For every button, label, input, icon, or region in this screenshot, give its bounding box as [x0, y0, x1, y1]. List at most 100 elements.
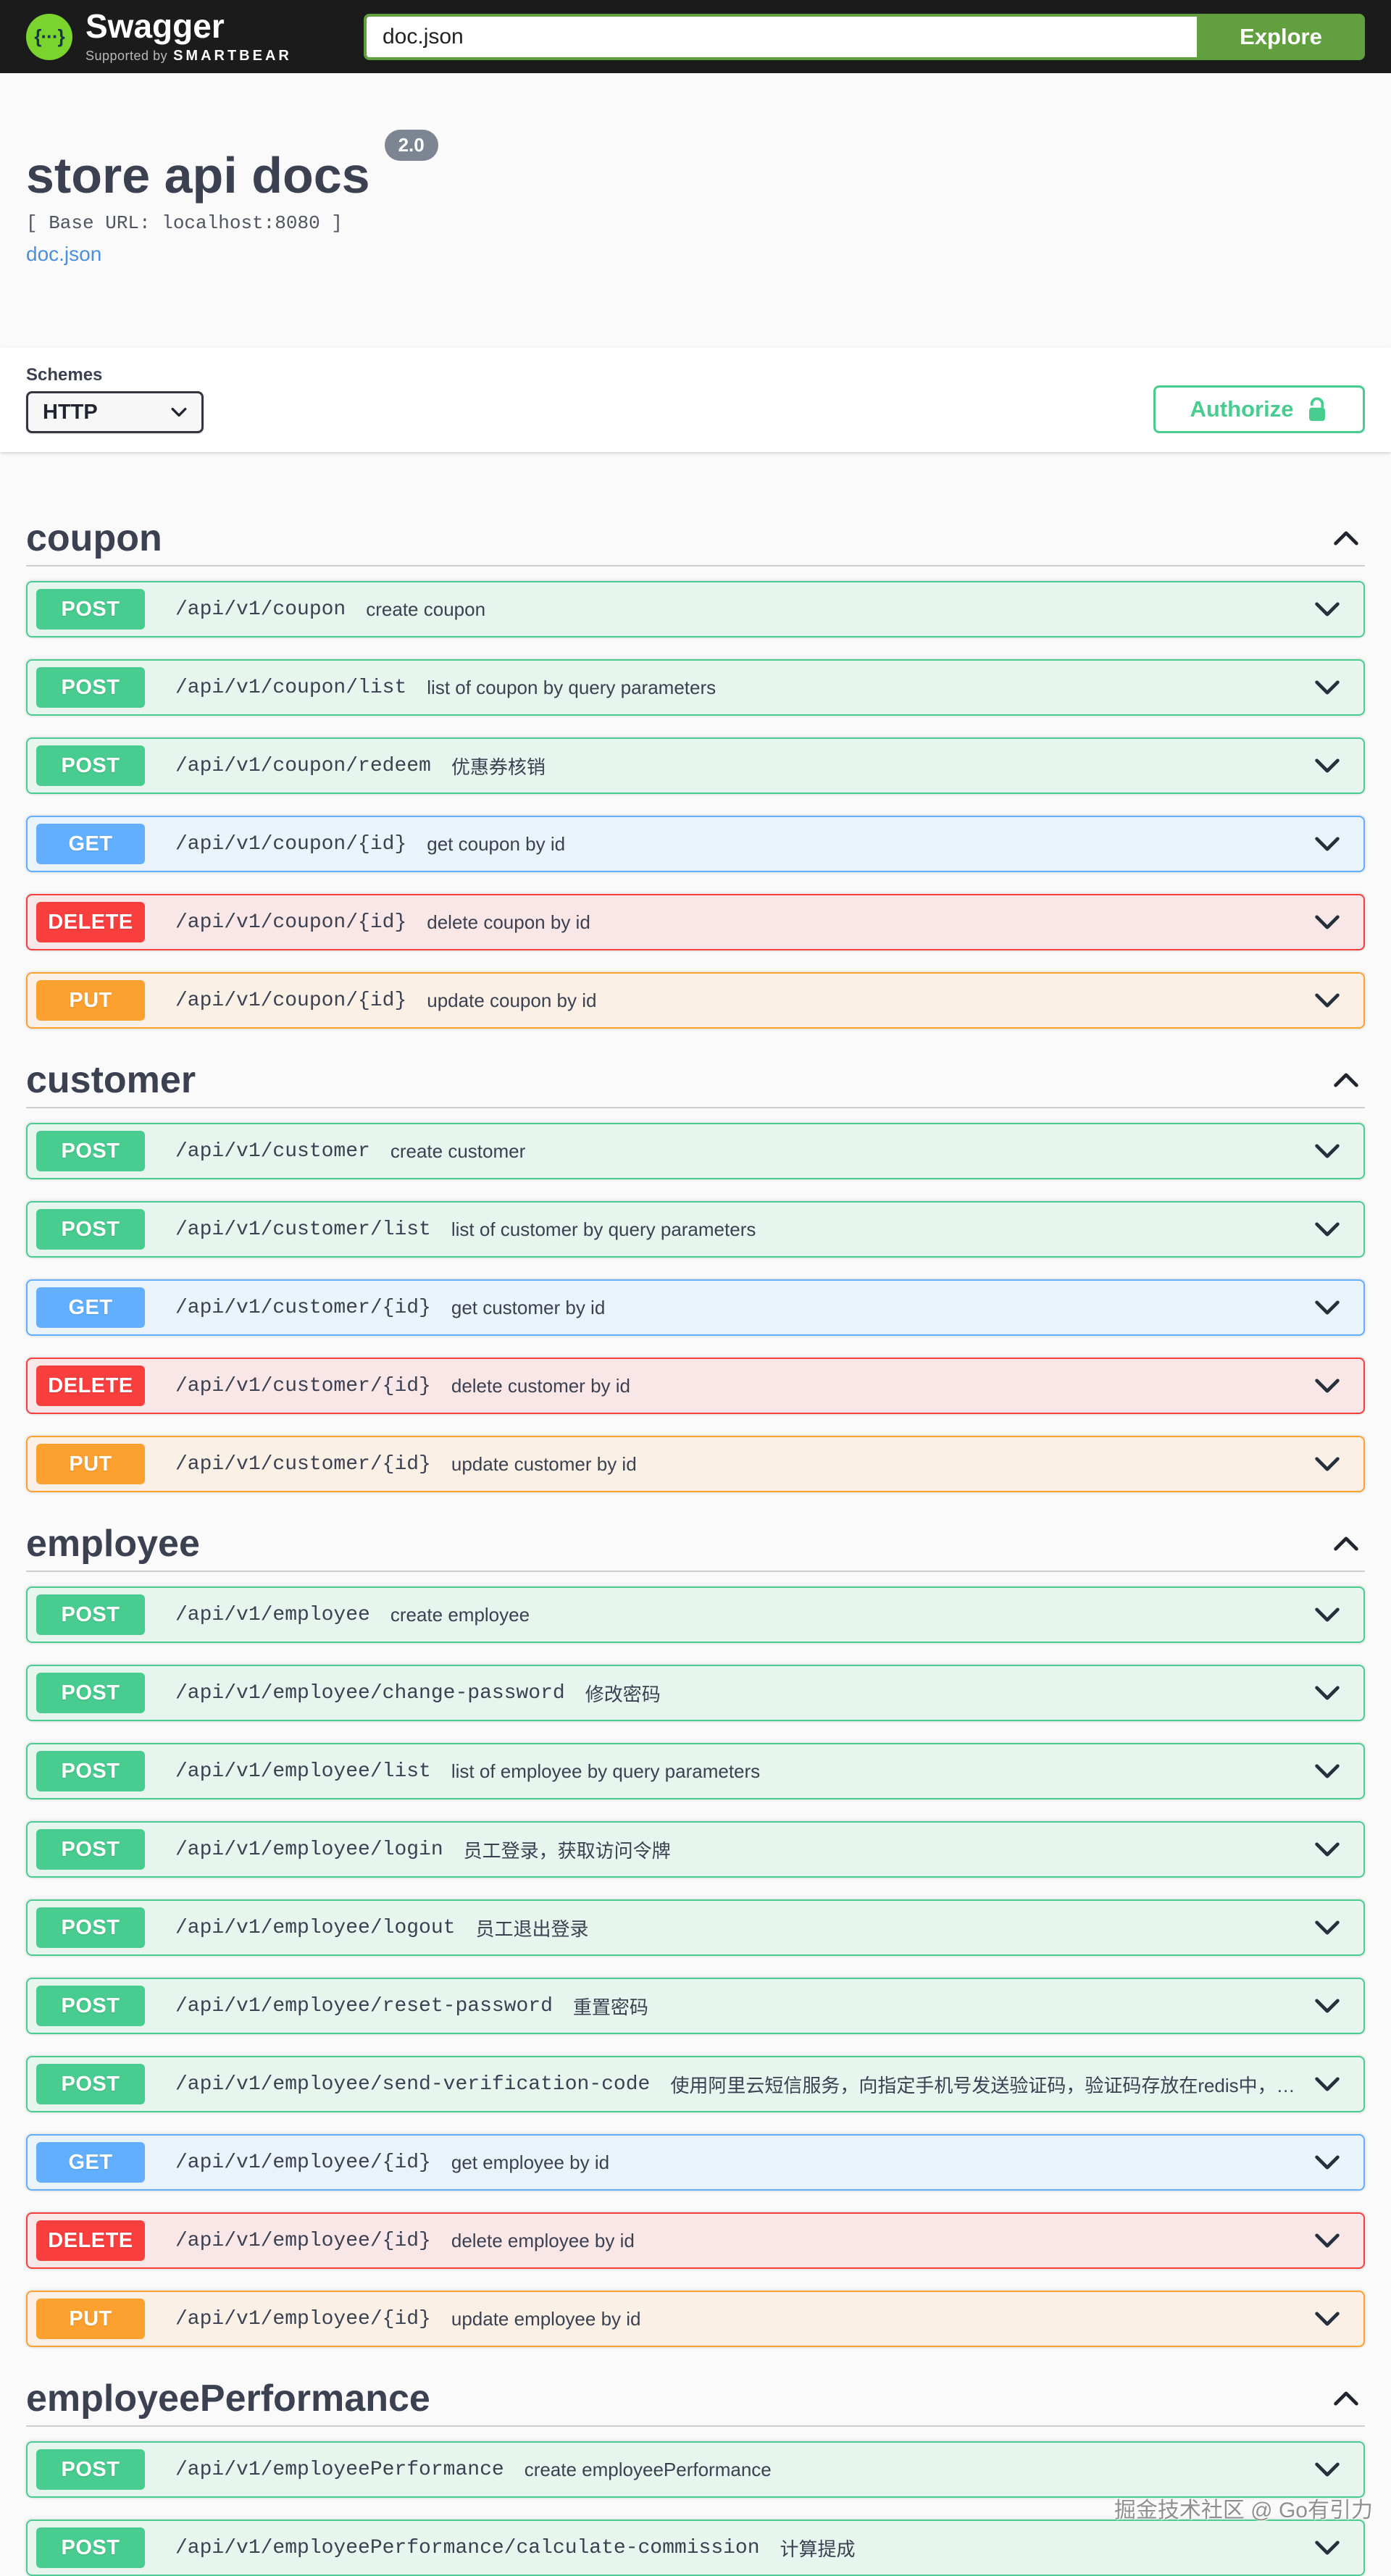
method-badge: GET	[36, 2142, 145, 2183]
method-badge: POST	[36, 2064, 145, 2104]
operation-summary: 修改密码	[585, 1683, 661, 1705]
chevron-down-icon	[1315, 602, 1340, 616]
authorize-label: Authorize	[1190, 396, 1294, 422]
operation-row[interactable]: POST /api/v1/employee/change-password 修改…	[26, 1665, 1365, 1721]
operation-row[interactable]: DELETE /api/v1/customer/{id} delete cust…	[26, 1358, 1365, 1414]
expand-operation-control[interactable]	[1300, 601, 1340, 617]
operation-row[interactable]: POST /api/v1/customer/list list of custo…	[26, 1201, 1365, 1258]
tag-section-header[interactable]: employee	[26, 1514, 1365, 1572]
chevron-down-icon	[1315, 1920, 1340, 1935]
tag-name: coupon	[26, 517, 162, 559]
operation-summary: 员工退出登录	[475, 1918, 589, 1940]
operation-row[interactable]: POST /api/v1/employee/logout 员工退出登录	[26, 1899, 1365, 1956]
schemes-selected-value: HTTP	[43, 400, 98, 424]
operation-summary: create employee	[390, 1603, 530, 1626]
operation-path: /api/v1/customer/{id}	[175, 1296, 431, 1319]
chevron-up-icon[interactable]	[1333, 2391, 1359, 2406]
expand-operation-control[interactable]	[1300, 914, 1340, 930]
operation-summary: list of coupon by query parameters	[427, 676, 717, 698]
info-section: store api docs 2.0 [ Base URL: localhost:…	[0, 73, 1391, 266]
tag-name: employee	[26, 1523, 200, 1565]
spec-url-input[interactable]	[364, 13, 1197, 60]
tag-section-header[interactable]: coupon	[26, 509, 1365, 566]
swagger-logo[interactable]: {···} Swagger Supported by SMARTBEAR	[26, 9, 292, 64]
operation-row[interactable]: POST /api/v1/employee/reset-password 重置密…	[26, 1978, 1365, 2034]
method-badge: DELETE	[36, 902, 145, 942]
expand-operation-control[interactable]	[1300, 1221, 1340, 1237]
schemes-select[interactable]: HTTP	[26, 391, 204, 433]
operation-path: /api/v1/employee/{id}	[175, 2307, 431, 2330]
expand-operation-control[interactable]	[1300, 2462, 1340, 2477]
expand-operation-control[interactable]	[1300, 2540, 1340, 2556]
tag-section: employee POST /api/v1/employee create em…	[26, 1514, 1365, 2347]
expand-operation-control[interactable]	[1300, 1998, 1340, 2014]
expand-operation-control[interactable]	[1300, 1841, 1340, 1857]
operation-row[interactable]: PUT /api/v1/coupon/{id} update coupon by…	[26, 972, 1365, 1029]
operation-row[interactable]: PUT /api/v1/customer/{id} update custome…	[26, 1436, 1365, 1492]
tagline-brand: SMARTBEAR	[173, 47, 292, 64]
operation-row[interactable]: POST /api/v1/employeePerformance create …	[26, 2441, 1365, 2498]
operation-summary: delete coupon by id	[427, 911, 590, 933]
operation-row[interactable]: DELETE /api/v1/coupon/{id} delete coupon…	[26, 894, 1365, 950]
chevron-down-icon	[1315, 1686, 1340, 1700]
chevron-up-icon[interactable]	[1333, 530, 1359, 546]
expand-operation-control[interactable]	[1300, 2154, 1340, 2170]
operation-row[interactable]: POST /api/v1/employee/send-verification-…	[26, 2056, 1365, 2112]
operation-row[interactable]: POST /api/v1/coupon/list list of coupon …	[26, 659, 1365, 716]
expand-operation-control[interactable]	[1300, 679, 1340, 695]
chevron-down-icon	[1315, 1379, 1340, 1393]
expand-operation-control[interactable]	[1300, 1456, 1340, 1472]
operation-row[interactable]: GET /api/v1/coupon/{id} get coupon by id	[26, 816, 1365, 872]
operation-path: /api/v1/employee	[175, 1603, 370, 1626]
operation-path: /api/v1/employee/list	[175, 1760, 431, 1783]
chevron-down-icon	[1315, 1300, 1340, 1315]
operation-row[interactable]: POST /api/v1/employee create employee	[26, 1586, 1365, 1643]
chevron-up-icon[interactable]	[1333, 1536, 1359, 1552]
operation-path: /api/v1/coupon/{id}	[175, 989, 407, 1012]
expand-operation-control[interactable]	[1300, 2076, 1340, 2092]
expand-operation-control[interactable]	[1300, 1685, 1340, 1701]
operation-row[interactable]: POST /api/v1/customer create customer	[26, 1123, 1365, 1179]
method-badge: PUT	[36, 2299, 145, 2339]
method-badge: POST	[36, 2527, 145, 2568]
tag-section: employeePerformance POST /api/v1/employe…	[26, 2369, 1365, 2576]
tag-operations: POST /api/v1/coupon create coupon POST /…	[26, 581, 1365, 1029]
tag-section-header[interactable]: customer	[26, 1050, 1365, 1108]
operation-row[interactable]: POST /api/v1/employee/login 员工登录，获取访问令牌	[26, 1821, 1365, 1878]
operation-summary: 使用阿里云短信服务，向指定手机号发送验证码，验证码存放在redis中，5分钟内有…	[670, 2074, 1300, 2096]
explore-button[interactable]: Explore	[1197, 13, 1365, 60]
operation-row[interactable]: POST /api/v1/coupon create coupon	[26, 581, 1365, 637]
tagline-prefix: Supported by	[85, 48, 168, 63]
authorize-button[interactable]: Authorize	[1153, 385, 1365, 433]
expand-operation-control[interactable]	[1300, 2233, 1340, 2249]
operation-summary: 员工登录，获取访问令牌	[463, 1839, 671, 1862]
operation-row[interactable]: PUT /api/v1/employee/{id} update employe…	[26, 2291, 1365, 2347]
operation-row[interactable]: GET /api/v1/customer/{id} get customer b…	[26, 1279, 1365, 1336]
expand-operation-control[interactable]	[1300, 1763, 1340, 1779]
operation-summary: 优惠券核销	[451, 756, 546, 778]
operation-path: /api/v1/employeePerformance/calculate-co…	[175, 2536, 760, 2559]
spec-link[interactable]: doc.json	[26, 243, 102, 265]
operation-row[interactable]: POST /api/v1/employee/list list of emplo…	[26, 1743, 1365, 1799]
scheme-container: Schemes HTTP Authorize	[0, 348, 1391, 452]
operation-path: /api/v1/employeePerformance	[175, 2458, 504, 2481]
expand-operation-control[interactable]	[1300, 1378, 1340, 1394]
expand-operation-control[interactable]	[1300, 1143, 1340, 1159]
expand-operation-control[interactable]	[1300, 1607, 1340, 1623]
logo-title: Swagger	[85, 7, 225, 45]
expand-operation-control[interactable]	[1300, 2311, 1340, 2327]
operation-row[interactable]: DELETE /api/v1/employee/{id} delete empl…	[26, 2212, 1365, 2269]
chevron-up-icon[interactable]	[1333, 1072, 1359, 1088]
operation-path: /api/v1/customer/list	[175, 1218, 431, 1241]
chevron-down-icon	[1315, 1842, 1340, 1857]
expand-operation-control[interactable]	[1300, 758, 1340, 774]
expand-operation-control[interactable]	[1300, 1300, 1340, 1316]
operation-row[interactable]: POST /api/v1/employeePerformance/calcula…	[26, 2519, 1365, 2576]
operation-row[interactable]: GET /api/v1/employee/{id} get employee b…	[26, 2134, 1365, 2191]
operation-row[interactable]: POST /api/v1/coupon/redeem 优惠券核销	[26, 737, 1365, 794]
method-badge: POST	[36, 2449, 145, 2490]
expand-operation-control[interactable]	[1300, 836, 1340, 852]
expand-operation-control[interactable]	[1300, 1920, 1340, 1936]
tag-section-header[interactable]: employeePerformance	[26, 2369, 1365, 2427]
expand-operation-control[interactable]	[1300, 992, 1340, 1008]
